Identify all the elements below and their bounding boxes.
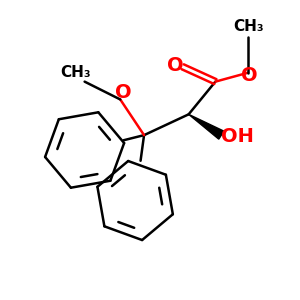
- Text: O: O: [115, 83, 132, 102]
- Text: CH₃: CH₃: [233, 19, 263, 34]
- Text: O: O: [167, 56, 184, 75]
- Text: O: O: [241, 66, 258, 85]
- Text: OH: OH: [221, 127, 254, 146]
- Polygon shape: [189, 114, 224, 139]
- Text: CH₃: CH₃: [60, 65, 91, 80]
